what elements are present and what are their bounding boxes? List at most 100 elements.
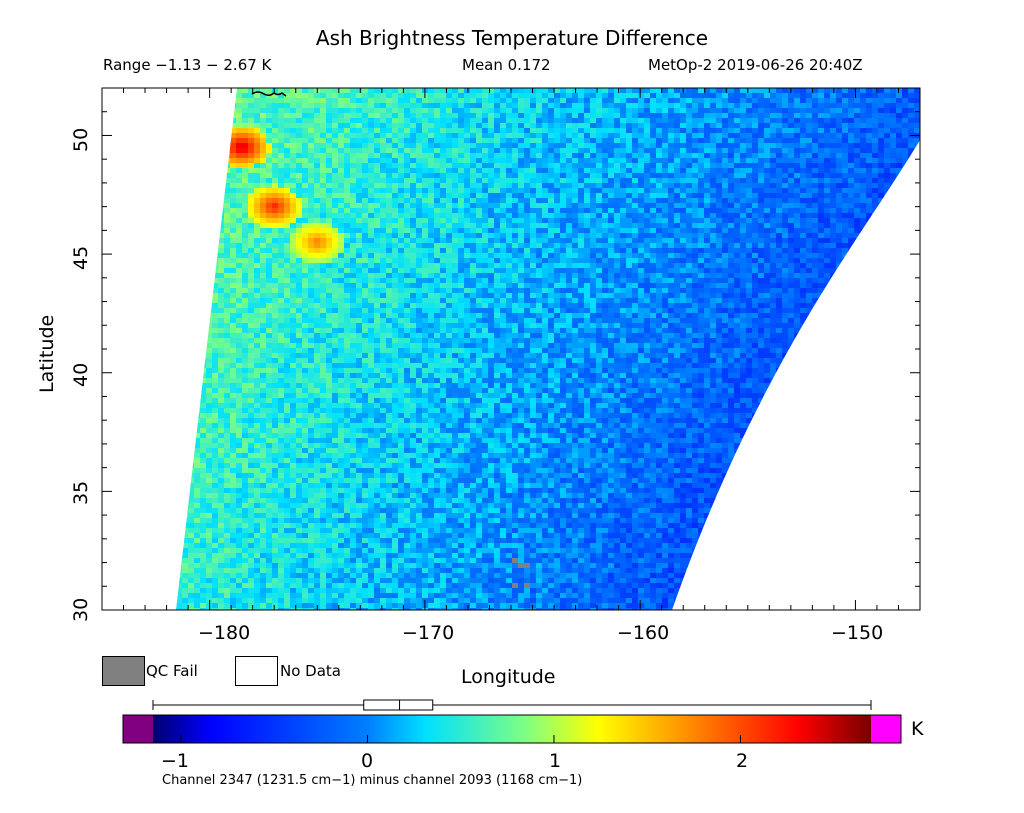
heatmap-cell [302, 113, 308, 118]
heatmap-cell [236, 178, 242, 183]
heatmap-cell [464, 218, 470, 223]
heatmap-cell [908, 123, 914, 128]
heatmap-cell [308, 238, 314, 243]
heatmap-cell [482, 273, 488, 278]
heatmap-cell [350, 138, 356, 143]
heatmap-cell [260, 248, 266, 253]
heatmap-cell [266, 248, 272, 253]
heatmap-cell [896, 173, 902, 178]
heatmap-cell [296, 283, 302, 288]
heatmap-cell [548, 118, 554, 123]
heatmap-cell [248, 123, 254, 128]
heatmap-cell [368, 168, 374, 173]
heatmap-cell [368, 153, 374, 158]
heatmap-cell [374, 138, 380, 143]
heatmap-cell [602, 243, 608, 248]
heatmap-cell [716, 158, 722, 163]
heatmap-cell [374, 248, 380, 253]
heatmap-cell [686, 158, 692, 163]
heatmap-cell [368, 108, 374, 113]
heatmap-cell [224, 253, 230, 258]
heatmap-cell [470, 183, 476, 188]
heatmap-cell [644, 93, 650, 98]
heatmap-cell [458, 208, 464, 213]
heatmap-cell [806, 223, 812, 228]
heatmap-cell [800, 118, 806, 123]
heatmap-cell [470, 153, 476, 158]
heatmap-cell [656, 148, 662, 153]
heatmap-cell [386, 233, 392, 238]
heatmap-cell [806, 233, 812, 238]
heatmap-cell [272, 103, 278, 108]
heatmap-cell [500, 128, 506, 133]
heatmap-cell [662, 188, 668, 193]
heatmap-cell [314, 278, 320, 283]
heatmap-cell [536, 183, 542, 188]
heatmap-cell [806, 278, 812, 283]
heatmap-cell [482, 233, 488, 238]
heatmap-cell [542, 208, 548, 213]
heatmap-cell [758, 218, 764, 223]
heatmap-cell [410, 273, 416, 278]
heatmap-cell [392, 103, 398, 108]
heatmap-cell [896, 118, 902, 123]
heatmap-cell [794, 203, 800, 208]
heatmap-cell [824, 243, 830, 248]
heatmap-cell [608, 263, 614, 268]
heatmap-cell [206, 183, 212, 188]
heatmap-cell [680, 128, 686, 133]
heatmap-cell [290, 268, 296, 273]
heatmap-cell [692, 173, 698, 178]
heatmap-cell [452, 208, 458, 213]
heatmap-cell [830, 133, 836, 138]
heatmap-cell [860, 183, 866, 188]
heatmap-cell [782, 253, 788, 258]
heatmap-cell [188, 223, 194, 228]
heatmap-cell [482, 158, 488, 163]
heatmap-cell [902, 173, 908, 178]
heatmap-cell [188, 148, 194, 153]
heatmap-cell [686, 133, 692, 138]
heatmap-cell [416, 158, 422, 163]
heatmap-cell [854, 208, 860, 213]
heatmap-cell [290, 108, 296, 113]
heatmap-cell [818, 248, 824, 253]
heatmap-cell [206, 173, 212, 178]
heatmap-cell [650, 103, 656, 108]
heatmap-cell [476, 218, 482, 223]
heatmap-cell [800, 253, 806, 258]
heatmap-cell [362, 278, 368, 283]
heatmap-cell [224, 88, 230, 93]
heatmap-cell [338, 163, 344, 168]
heatmap-cell [170, 228, 176, 233]
heatmap-cell [170, 158, 176, 163]
heatmap-cell [344, 253, 350, 258]
heatmap-cell [800, 258, 806, 263]
heatmap-cell [842, 138, 848, 143]
heatmap-cell [626, 168, 632, 173]
heatmap-cell [266, 88, 272, 93]
heatmap-cell [896, 133, 902, 138]
heatmap-cell [662, 178, 668, 183]
heatmap-cell [188, 198, 194, 203]
heatmap-cell [290, 218, 296, 223]
heatmap-cell [488, 148, 494, 153]
heatmap-cell [872, 248, 878, 253]
heatmap-cell [344, 188, 350, 193]
heatmap-cell [362, 248, 368, 253]
heatmap-cell [404, 103, 410, 108]
heatmap-cell [524, 173, 530, 178]
heatmap-cell [854, 108, 860, 113]
heatmap-cell [374, 168, 380, 173]
heatmap-cell [218, 123, 224, 128]
heatmap-cell [458, 88, 464, 93]
heatmap-cell [764, 248, 770, 253]
heatmap-cell [758, 203, 764, 208]
heatmap-cell [518, 158, 524, 163]
heatmap-cell [650, 128, 656, 133]
heatmap-cell [818, 243, 824, 248]
heatmap-cell [518, 213, 524, 218]
heatmap-cell [596, 268, 602, 273]
heatmap-cell [818, 218, 824, 223]
heatmap-cell [380, 148, 386, 153]
